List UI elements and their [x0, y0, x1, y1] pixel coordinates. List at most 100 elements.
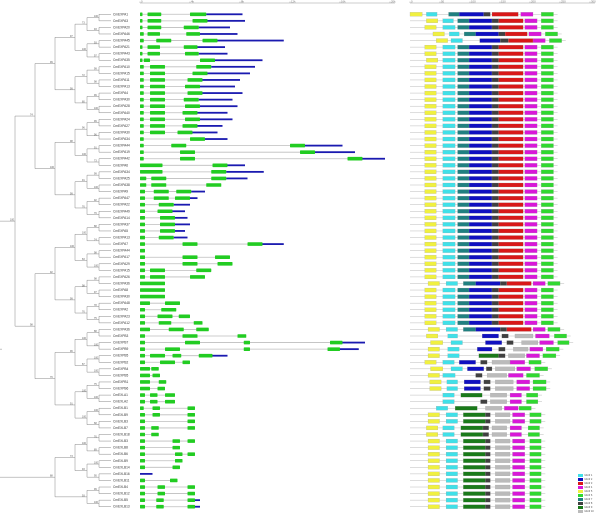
- motif-row: [410, 452, 546, 457]
- exon-box: [182, 255, 198, 260]
- motif-1-box: [442, 268, 456, 273]
- motif-8-box: [491, 294, 499, 299]
- bootstrap-value: 83: [82, 258, 85, 261]
- motif-6-box: [541, 58, 554, 63]
- motif-1-box: [442, 202, 456, 207]
- gene-structure-row: [140, 301, 180, 305]
- exon-box: [151, 183, 167, 187]
- motif-7-box: [457, 84, 470, 89]
- motif-4-box: [512, 504, 525, 509]
- exon-box: [140, 275, 145, 279]
- motif-8-box: [491, 25, 499, 30]
- gene-structure-row: [140, 367, 159, 371]
- gene-label: CmEXLB13: [113, 505, 130, 509]
- motif-row: [410, 123, 558, 129]
- motif-3-box: [498, 294, 524, 299]
- motif-1-box: [442, 123, 456, 129]
- motif-3-box: [498, 84, 524, 89]
- motif-scale-tick: 150: [501, 0, 506, 4]
- exon-box: [140, 183, 147, 187]
- exon-box: [165, 393, 175, 397]
- motif-4-box: [524, 25, 538, 30]
- exon-box: [157, 386, 165, 391]
- gene-label: CmEXPA28: [113, 104, 130, 108]
- motif-1-box: [442, 97, 456, 102]
- motif-3-box: [498, 320, 524, 325]
- motif-5-box: [424, 202, 437, 207]
- motif-1-box: [442, 222, 456, 227]
- motif-2-box: [468, 228, 493, 234]
- legend-label: Motif 7: [584, 498, 593, 502]
- motif-2-box: [468, 71, 493, 76]
- motif-10-box: [486, 373, 507, 378]
- motif-8-box: [485, 498, 491, 503]
- bootstrap-value: 96: [82, 127, 85, 130]
- legend-swatch: [578, 490, 583, 494]
- motif-3-box: [498, 110, 524, 115]
- motif-4-box: [532, 38, 546, 43]
- motif-row: [410, 202, 558, 207]
- motif-4-box: [524, 90, 538, 96]
- motif-4-box: [524, 189, 538, 194]
- motif-6-box: [541, 77, 554, 83]
- gene-label: CmEXPA30: [113, 130, 130, 134]
- motif-6-box: [541, 64, 554, 69]
- bootstrap-value: 100: [94, 396, 99, 399]
- motif-3-box: [505, 31, 528, 37]
- exon-box: [143, 58, 150, 63]
- gene-label: CmEXPA5: [113, 229, 128, 233]
- motif-2-box: [475, 281, 501, 286]
- motif-4-box: [509, 399, 522, 404]
- gene-structure-row: [140, 458, 183, 463]
- motif-5-box: [427, 484, 440, 490]
- motif-6-box: [541, 320, 554, 325]
- exon-box: [158, 380, 167, 384]
- motif-8-box: [491, 314, 499, 319]
- motif-4-box: [509, 360, 525, 365]
- utr-segment: [200, 85, 235, 88]
- exon-box: [153, 189, 169, 194]
- motif-9-box: [463, 445, 486, 450]
- motif-5-box: [427, 373, 440, 378]
- motif-5-box: [424, 176, 437, 181]
- motif-4-box: [524, 136, 538, 142]
- motif-1-box: [450, 340, 463, 345]
- gene-structure-row: [140, 97, 233, 102]
- motif-3-box: [498, 136, 524, 142]
- bootstrap-value: 97: [70, 35, 73, 38]
- legend-swatch: [578, 502, 583, 506]
- motif-row: [410, 182, 558, 188]
- gene-label: CmEXPA24: [113, 117, 130, 121]
- gene-structure-row: [140, 19, 245, 23]
- exon-box: [157, 485, 165, 489]
- motif-1-box: [442, 150, 456, 155]
- utr-segment: [140, 472, 153, 475]
- motif-4-box: [539, 340, 554, 345]
- gene-label: CmEXPA44: [113, 144, 130, 148]
- bootstrap-value: 100: [94, 462, 99, 465]
- exon-box: [140, 491, 145, 496]
- motif-6-box: [541, 117, 554, 122]
- motif-7-box: [457, 274, 470, 280]
- exon-box: [183, 97, 199, 102]
- motif-9-box: [463, 438, 486, 444]
- motif-1-box: [442, 255, 456, 260]
- bootstrap-value: 100: [94, 356, 99, 359]
- motif-1-box: [442, 425, 455, 431]
- gene-label: CmEXLB9: [113, 413, 128, 417]
- bootstrap-value: 76: [82, 311, 85, 314]
- motif-8-box: [485, 419, 491, 424]
- bootstrap-value: 100: [70, 245, 75, 248]
- motif-6-box: [541, 274, 554, 280]
- exon-box: [186, 32, 200, 36]
- gene-label: CmEXLB4: [113, 485, 128, 489]
- motif-1-box: [445, 281, 458, 286]
- utr-segment: [197, 111, 228, 114]
- exon-box: [140, 25, 143, 30]
- motif-2-box: [468, 274, 493, 280]
- motif-row: [410, 228, 558, 234]
- gene-structure-row: [140, 229, 185, 233]
- motif-6-box: [541, 301, 554, 306]
- motif-8-box: [491, 241, 499, 247]
- gene-structure-panel: 0 4k 8k 12k 16k 20k: [135, 0, 400, 515]
